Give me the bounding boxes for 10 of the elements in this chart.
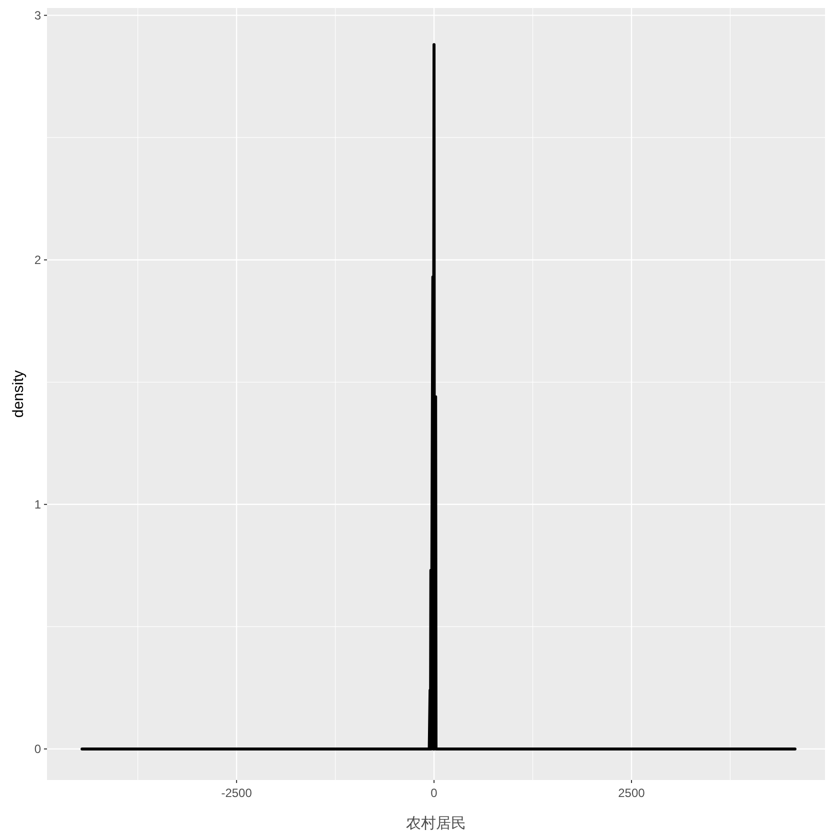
- x-tick-label: 2500: [618, 786, 646, 800]
- y-tick-label: 2: [34, 252, 42, 267]
- y-tick-label: 3: [34, 8, 42, 22]
- y-tick-label: 0: [34, 742, 42, 756]
- x-tick-label: 0: [430, 786, 438, 800]
- x-axis-title: 农村居民: [406, 815, 466, 832]
- y-axis-title: density: [10, 370, 27, 418]
- line-series: [80, 43, 796, 750]
- x-tick-label: -2500: [221, 786, 252, 800]
- y-tick-label: 1: [34, 497, 42, 512]
